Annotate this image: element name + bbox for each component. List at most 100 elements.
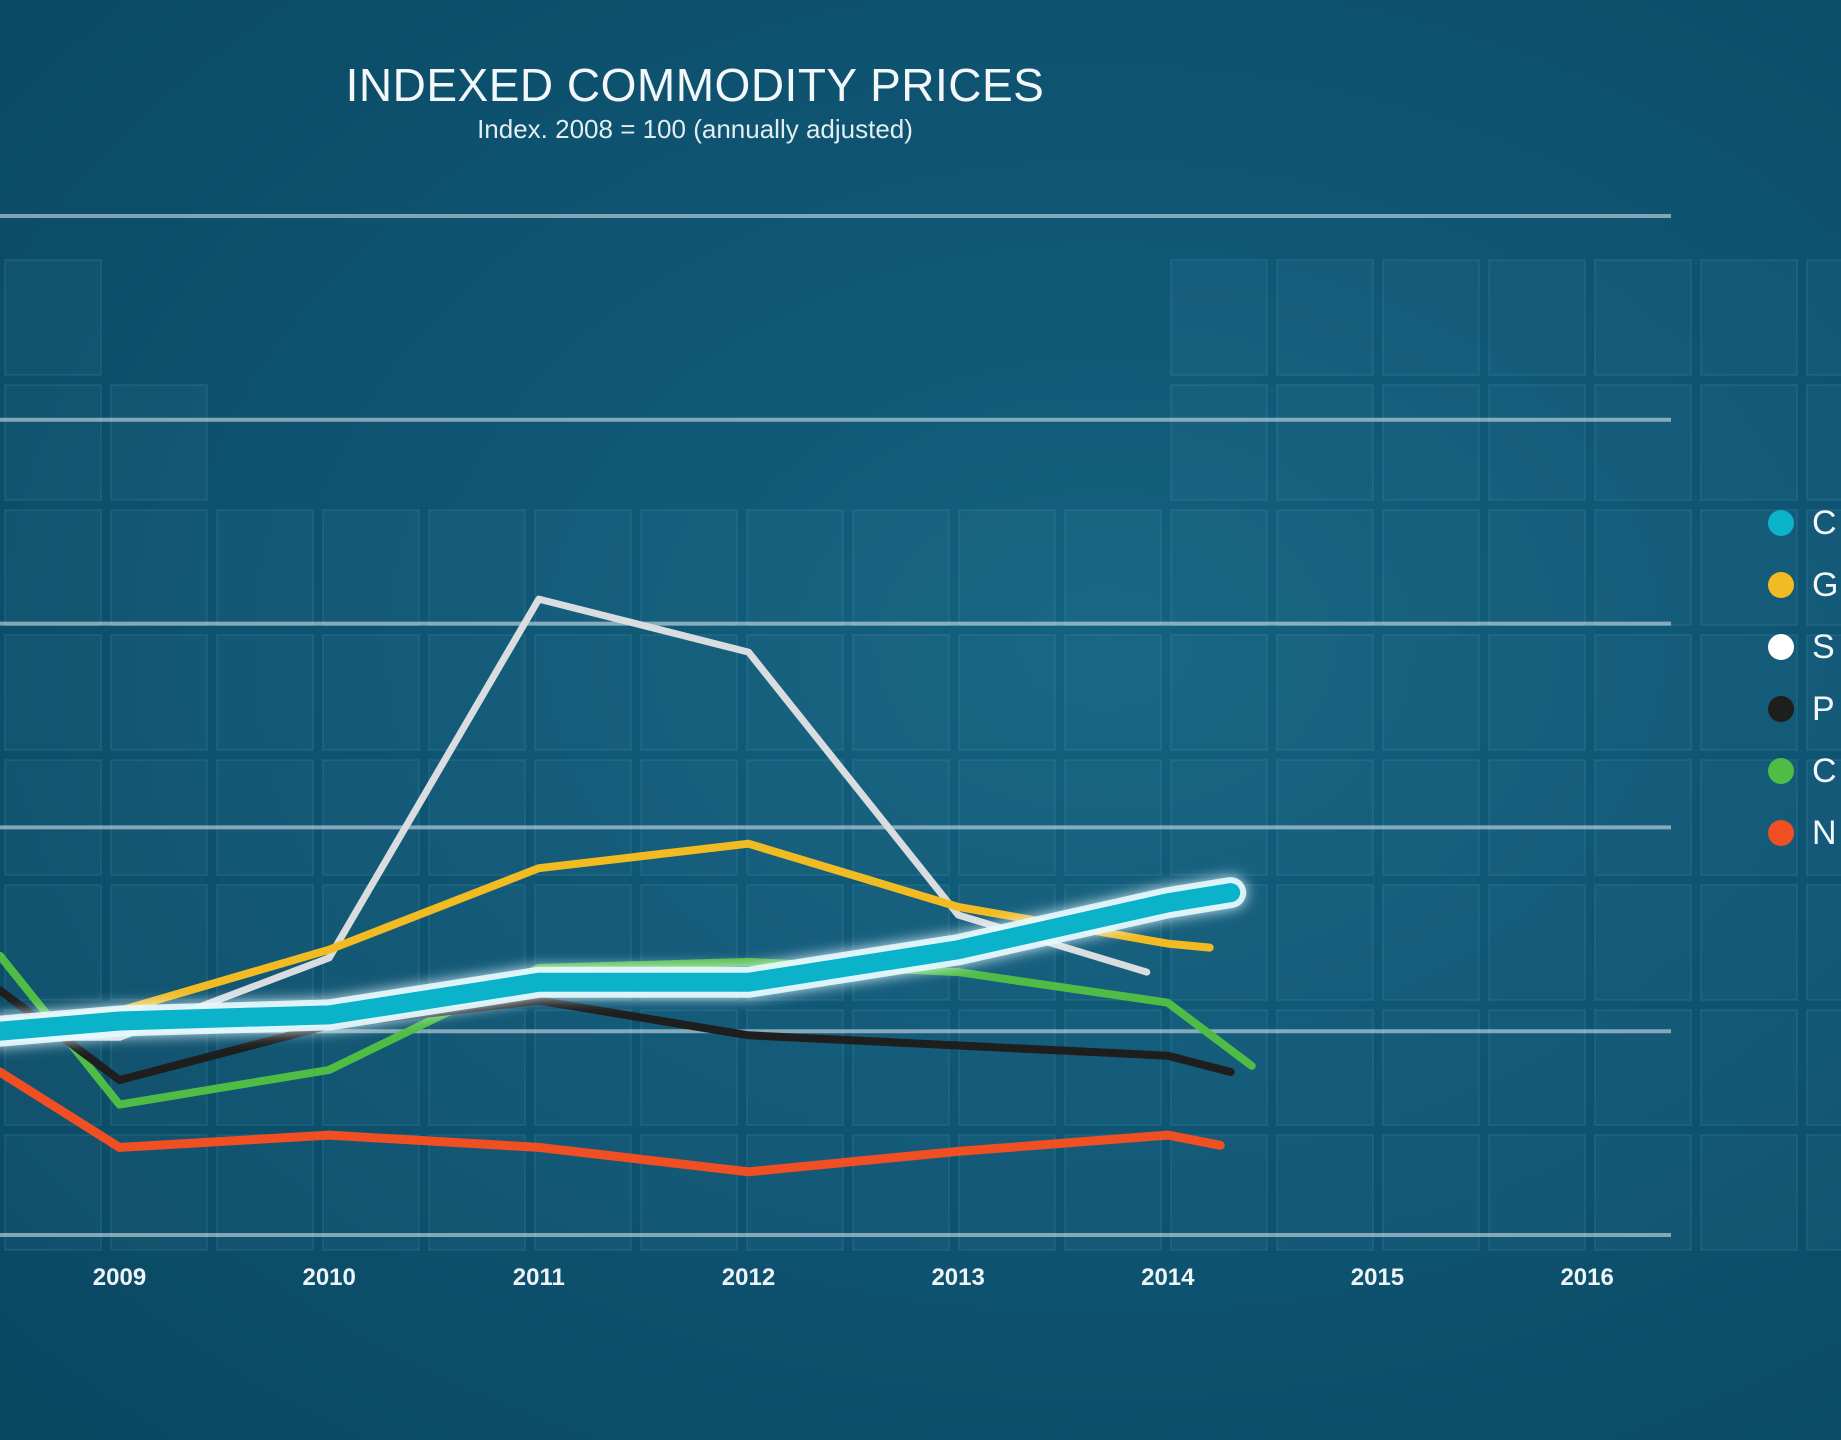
element-tile <box>1382 1134 1480 1251</box>
x-tick-label: 2011 <box>513 1264 565 1291</box>
legend-item: C <box>1768 740 1841 802</box>
element-tile <box>1700 259 1798 376</box>
element-tile <box>1488 259 1586 376</box>
element-tile <box>216 759 314 876</box>
element-tile <box>110 884 208 1001</box>
element-tile <box>4 634 102 751</box>
series-line-0 <box>0 1067 1225 1177</box>
element-tile <box>1700 1009 1798 1126</box>
element-tile <box>1170 384 1268 501</box>
element-tile <box>1594 884 1692 1001</box>
element-tile <box>1276 759 1374 876</box>
legend-item: G <box>1768 554 1841 616</box>
element-tile <box>852 509 950 626</box>
element-tile <box>1806 759 1841 876</box>
element-tile <box>1382 634 1480 751</box>
legend-item: C <box>1768 492 1841 554</box>
element-tile <box>1594 1134 1692 1251</box>
legend-item: N <box>1768 802 1841 864</box>
series-line-1 <box>0 951 1256 1109</box>
element-tile <box>1806 1009 1841 1126</box>
element-tile <box>110 759 208 876</box>
element-tile <box>1382 259 1480 376</box>
element-tile <box>746 634 844 751</box>
legend-label: G <box>1812 565 1839 604</box>
element-tile <box>640 759 738 876</box>
element-tile <box>1276 1009 1374 1126</box>
element-tile <box>1488 634 1586 751</box>
element-tile <box>1594 509 1692 626</box>
element-tile <box>1276 259 1374 376</box>
legend-label: P <box>1812 689 1835 728</box>
element-tile <box>1488 1009 1586 1126</box>
element-tile <box>1382 509 1480 626</box>
element-tile <box>4 259 102 376</box>
element-tile <box>1488 884 1586 1001</box>
element-tile <box>216 634 314 751</box>
element-tile <box>1064 1009 1162 1126</box>
element-tile <box>322 759 420 876</box>
element-tile <box>1276 509 1374 626</box>
legend-label: C <box>1812 751 1837 790</box>
element-tile <box>1064 759 1162 876</box>
element-tile <box>958 759 1056 876</box>
legend-swatch <box>1768 634 1794 660</box>
element-tile <box>4 384 102 501</box>
element-tile <box>1594 259 1692 376</box>
element-tile <box>1594 634 1692 751</box>
element-tile <box>1806 884 1841 1001</box>
chart-subtitle: Index. 2008 = 100 (annually adjusted) <box>477 114 913 144</box>
legend-label: N <box>1812 813 1837 852</box>
element-tile <box>322 509 420 626</box>
element-tile <box>1170 1134 1268 1251</box>
element-tile <box>534 1009 632 1126</box>
element-tile <box>1700 384 1798 501</box>
element-tile <box>4 1134 102 1251</box>
element-tile <box>110 384 208 501</box>
element-tile <box>958 1009 1056 1126</box>
element-tile <box>322 1134 420 1251</box>
legend-item: P <box>1768 678 1841 740</box>
element-tile <box>1488 759 1586 876</box>
element-tile <box>1064 1134 1162 1251</box>
element-tile <box>1276 1134 1374 1251</box>
element-tile <box>640 509 738 626</box>
legend-label: S <box>1812 627 1835 666</box>
element-tile <box>1806 509 1841 626</box>
element-tile <box>1064 509 1162 626</box>
legend-swatch <box>1768 820 1794 846</box>
element-tile <box>746 509 844 626</box>
element-tile <box>1806 384 1841 501</box>
x-tick-label: 2015 <box>1351 1264 1404 1291</box>
x-tick-label: 2012 <box>722 1264 775 1291</box>
series-line-3 <box>0 595 1151 1041</box>
legend-item: S <box>1768 616 1841 678</box>
element-tile <box>1276 384 1374 501</box>
x-tick-label: 2016 <box>1560 1264 1613 1291</box>
element-tile <box>110 634 208 751</box>
periodic-table-backdrop <box>4 259 1841 1251</box>
element-tile <box>1170 759 1268 876</box>
element-tile <box>958 509 1056 626</box>
element-tile <box>1276 884 1374 1001</box>
series-lines <box>0 595 1256 1177</box>
element-tile <box>4 759 102 876</box>
legend-swatch <box>1768 572 1794 598</box>
legend-swatch <box>1768 758 1794 784</box>
element-tile <box>1382 884 1480 1001</box>
element-tile <box>428 1009 526 1126</box>
x-axis-ticks: 2009 2010 2011 2012 2013 2014 2015 2016 <box>93 1264 1614 1291</box>
element-tile <box>1382 1009 1480 1126</box>
element-tile <box>1170 634 1268 751</box>
element-tile <box>110 509 208 626</box>
x-tick-label: 2014 <box>1141 1264 1195 1291</box>
element-tile <box>1382 759 1480 876</box>
x-tick-label: 2010 <box>302 1264 355 1291</box>
element-tile <box>1170 259 1268 376</box>
element-tile <box>1594 1009 1692 1126</box>
element-tile <box>1488 384 1586 501</box>
element-tile <box>958 634 1056 751</box>
element-tile <box>852 1009 950 1126</box>
x-tick-label: 2009 <box>93 1264 146 1291</box>
legend-swatch <box>1768 696 1794 722</box>
